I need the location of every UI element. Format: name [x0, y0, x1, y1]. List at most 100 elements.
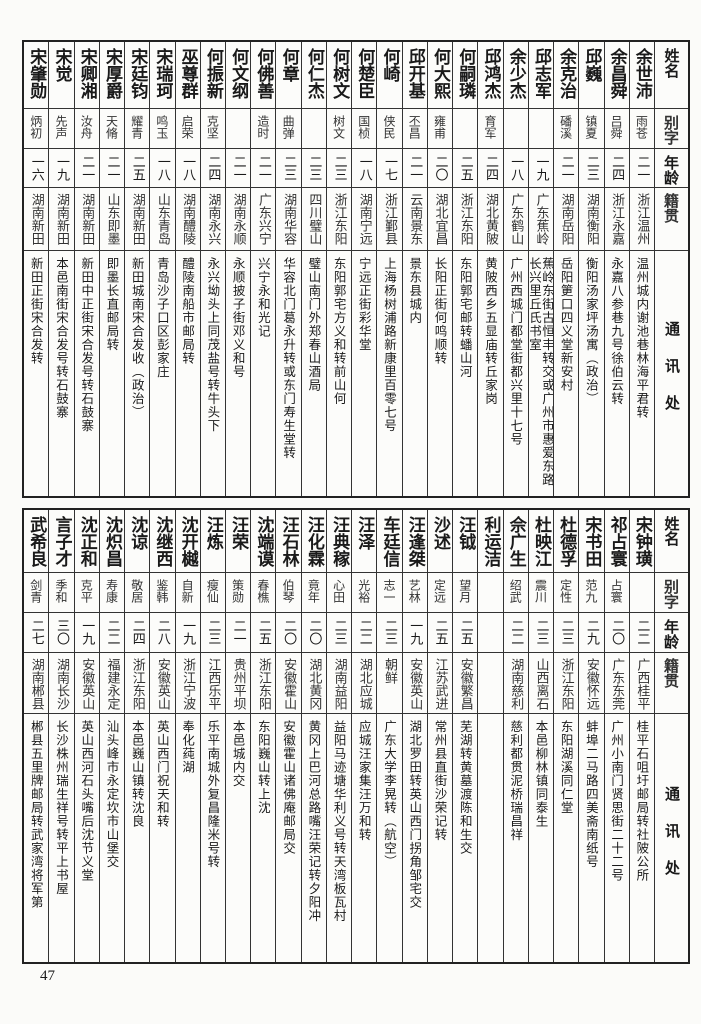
- header-address-label: 通讯处: [663, 785, 681, 897]
- header-origin-label: 籍贯: [662, 658, 680, 688]
- origin-cell: 安徽霍山: [276, 653, 301, 714]
- origin-cell: 安徽怀远: [579, 653, 604, 714]
- alias-cell: 定远: [427, 573, 453, 613]
- name-cell: 何章: [276, 42, 301, 109]
- age-text: 二一: [104, 155, 120, 181]
- age-cell: 三〇: [49, 613, 74, 653]
- origin-text: 湖北黄陂: [482, 193, 498, 245]
- origin-cell: 湖南益阳: [326, 653, 352, 714]
- alias-cell: 造时: [251, 109, 276, 149]
- origin-text: 安徽英山: [154, 658, 170, 710]
- origin-text: 山东青岛: [154, 193, 170, 245]
- address-text: 湖北罗田转英山西门拐角邹宅交: [407, 720, 423, 909]
- age-cell: 一九: [402, 613, 427, 653]
- address-cell: 常州县直街沙荣记转: [428, 714, 452, 962]
- address-text: 益阳马迹塘华利义号转天湾板瓦村: [331, 720, 347, 923]
- origin-cell: 湖南华容: [276, 188, 301, 251]
- name-text: 宋觉: [51, 48, 72, 82]
- alias-text: 绍武: [508, 579, 523, 603]
- origin-text: 山西离石: [533, 658, 549, 710]
- origin-cell: 广东东莞: [604, 653, 629, 714]
- age-cell: 一八: [503, 149, 528, 188]
- name-cell: 宋觉: [49, 42, 74, 109]
- origin-cell: 浙江温州: [629, 188, 654, 251]
- origin-text: 湖南衡阳: [583, 193, 599, 245]
- alias-cell: 启荣: [175, 109, 200, 149]
- address-text: 长沙株州瑞生祥号转平上书屋: [53, 720, 69, 896]
- alias-cell: 磻溪: [554, 109, 579, 149]
- age-text: 二一: [79, 155, 95, 181]
- header-column: 姓名 别字 年龄 籍贯 通讯处: [654, 42, 688, 496]
- address-cell: 永顺披子街邓义和号: [226, 251, 250, 496]
- address-text: 永嘉八参巷九号徐伯云转: [609, 257, 625, 406]
- header-address: 通讯处: [655, 714, 688, 962]
- name-cell: 余世沛: [629, 42, 654, 109]
- header-alias-label: 别字: [662, 579, 680, 609]
- origin-cell: 湖南新田: [24, 188, 49, 251]
- name-text: 何佛善: [253, 48, 274, 99]
- name-text: 佘广生: [505, 516, 526, 567]
- table-row: 何树文 树文 二三 浙江东阳 东阳郭宅方义和转前山何: [325, 42, 352, 496]
- alias-cell: 艺林: [402, 573, 427, 613]
- name-text: 杜映江: [530, 516, 551, 567]
- alias-cell: 春樵: [251, 573, 276, 613]
- address-cell: 新田城南宋合发收（政治）: [125, 251, 149, 496]
- address-cell: 东阳湖溪同仁堂: [554, 714, 578, 962]
- name-cell: 何大熙: [427, 42, 453, 109]
- address-cell: 广州小南门贤思街二十二号: [605, 714, 629, 962]
- address-text: 东阳湖溪同仁堂: [558, 720, 574, 815]
- table-row: 何仁杰 二三 四川璧山 璧山南门外郑春山酒局: [300, 42, 326, 496]
- alias-cell: 剑青: [24, 573, 49, 613]
- alias-text: 季和: [53, 579, 68, 603]
- alias-text: 克坚: [205, 115, 220, 139]
- alias-cell: 瘦仙: [200, 573, 226, 613]
- alias-cell: 克坚: [200, 109, 226, 149]
- address-text: 广州西城门都堂街都兴里十七号: [508, 257, 524, 446]
- origin-cell: 浙江东阳: [125, 653, 150, 714]
- name-cell: 邱开基: [402, 42, 427, 109]
- origin-cell: 湖南永顺: [226, 188, 251, 251]
- table-row: 祁占寰 占寰 二〇 广东东莞 广州小南门贤思街二十二号: [603, 510, 629, 962]
- age-text: 二四: [129, 619, 145, 645]
- age-text: 二五: [432, 619, 448, 645]
- alias-cell: 吕舜: [604, 109, 629, 149]
- name-text: 汪炼: [202, 516, 223, 550]
- alias-cell: 汝舟: [74, 109, 99, 149]
- name-text: 余世沛: [631, 48, 652, 99]
- table-row: 沈炽昌 寿康 二二 福建永定 汕头峰市永定坎市山堡交: [98, 510, 125, 962]
- table-row: 沈继西 鉴韩 二八 安徽英山 英山西门祝天和转: [149, 510, 175, 962]
- age-text: 二三: [281, 155, 297, 181]
- name-text: 汪钺: [455, 516, 476, 550]
- alias-cell: 敬居: [125, 573, 150, 613]
- name-cell: 宋卿湘: [74, 42, 99, 109]
- origin-cell: 广西桂平: [629, 653, 654, 714]
- origin-text: 山东即墨: [104, 193, 120, 245]
- name-text: 沈炽昌: [101, 516, 122, 567]
- alias-cell: 鸣玉: [150, 109, 175, 149]
- name-text: 余少杰: [505, 48, 526, 99]
- age-cell: 二一: [99, 149, 125, 188]
- table-row: 余克治 磻溪 二一 湖南岳阳 岳阳筻口四义堂新安村: [553, 42, 579, 496]
- origin-text: 广西桂平: [634, 658, 650, 710]
- name-cell: 汪荣: [226, 510, 251, 573]
- name-cell: 邱鸿杰: [478, 42, 503, 109]
- name-text: 邱鸿杰: [480, 48, 501, 99]
- name-cell: 宋瑞珂: [150, 42, 175, 109]
- table-row: 汪炼 瘦仙 二三 江西乐平 乐平南城外复昌隆米号转: [199, 510, 226, 962]
- name-text: 汪典稼: [329, 516, 350, 567]
- address-text: 英山西门祝天和转: [154, 720, 170, 828]
- name-cell: 车廷信: [377, 510, 402, 573]
- alias-text: 镇夏: [583, 115, 598, 139]
- name-cell: 利运洁: [478, 510, 503, 573]
- name-text: 武希良: [26, 516, 47, 567]
- address-text: 黄冈上巴河总路嘴汪荣记转夕阳冲: [306, 720, 322, 923]
- name-cell: 余昌舜: [604, 42, 629, 109]
- age-cell: 二一: [74, 149, 99, 188]
- alias-text: 吕舜: [609, 115, 624, 139]
- address-cell: 东阳巍山转上沈: [251, 714, 275, 962]
- table-row: 余世沛 雨苍 二一 浙江温州 温州城内谢池巷林海平君转: [628, 42, 654, 496]
- age-cell: 二四: [125, 613, 150, 653]
- age-cell: [478, 613, 503, 653]
- origin-cell: 湖南慈利: [503, 653, 528, 714]
- address-text: 汕头峰市永定坎市山堡交: [104, 720, 120, 869]
